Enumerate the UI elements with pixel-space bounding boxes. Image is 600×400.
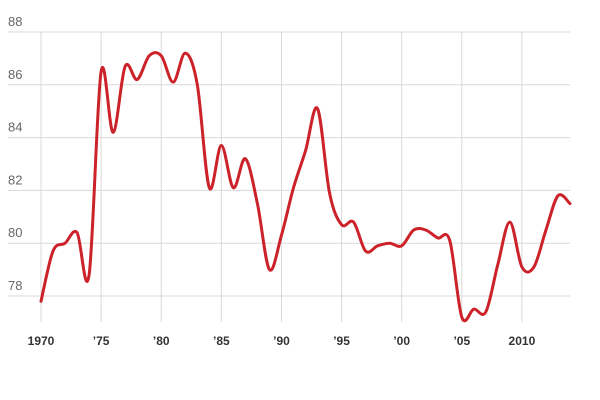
data-point <box>87 273 91 277</box>
x-tick-label: ’75 <box>93 334 110 348</box>
y-tick-label: 88 <box>8 14 22 29</box>
y-tick-label: 80 <box>8 225 22 240</box>
grid <box>8 31 570 322</box>
x-tick-label: ’85 <box>213 334 230 348</box>
data-point <box>520 265 524 269</box>
data-point <box>364 249 368 253</box>
data-point <box>123 64 127 68</box>
data-point <box>376 244 380 248</box>
data-point <box>75 231 79 235</box>
data-point <box>496 262 500 266</box>
x-tick-label: ’05 <box>453 334 470 348</box>
y-tick-label: 82 <box>8 172 22 187</box>
data-point <box>556 194 560 198</box>
data-point <box>484 310 488 314</box>
y-tick-label: 84 <box>8 120 22 135</box>
x-tick-label: ’95 <box>333 334 350 348</box>
data-point <box>171 80 175 84</box>
x-axis-tick-labels: 1970 ’75 ’80 ’85 ’90 ’95 ’00 ’05 2010 <box>28 334 536 348</box>
data-point <box>231 186 235 190</box>
data-point <box>328 191 332 195</box>
data-point <box>400 244 404 248</box>
data-point <box>424 228 428 232</box>
data-point <box>51 249 55 253</box>
series-line <box>39 51 572 323</box>
series-layer <box>39 51 572 323</box>
data-point <box>147 54 151 58</box>
data-point <box>304 149 308 153</box>
data-point <box>568 202 572 206</box>
data-point <box>532 265 536 269</box>
data-point <box>352 220 356 224</box>
data-point <box>159 54 163 58</box>
data-point <box>472 307 476 311</box>
x-tick-label: ’80 <box>153 334 170 348</box>
data-point <box>340 223 344 227</box>
data-point <box>39 299 43 303</box>
data-point <box>448 239 452 243</box>
data-point <box>111 130 115 134</box>
data-point <box>207 186 211 190</box>
x-tick-label: 1970 <box>28 334 55 348</box>
x-tick-label: 2010 <box>509 334 536 348</box>
data-point <box>291 186 295 190</box>
y-tick-label: 78 <box>8 278 22 293</box>
data-point <box>412 228 416 232</box>
data-point <box>460 315 464 319</box>
data-point <box>195 83 199 87</box>
data-point <box>279 233 283 237</box>
y-axis-tick-labels: 88 86 84 82 80 78 <box>8 14 22 293</box>
data-point <box>255 202 259 206</box>
data-point <box>219 144 223 148</box>
data-point <box>316 107 320 111</box>
data-point <box>63 241 67 245</box>
data-point <box>183 51 187 55</box>
data-point <box>508 220 512 224</box>
y-tick-label: 86 <box>8 67 22 82</box>
data-point <box>243 157 247 161</box>
x-tick-label: ’90 <box>273 334 290 348</box>
data-point <box>544 228 548 232</box>
x-tick-label: ’00 <box>393 334 410 348</box>
data-point <box>436 236 440 240</box>
data-point <box>267 268 271 272</box>
data-point <box>388 241 392 245</box>
data-point <box>135 78 139 82</box>
data-point <box>99 70 103 74</box>
